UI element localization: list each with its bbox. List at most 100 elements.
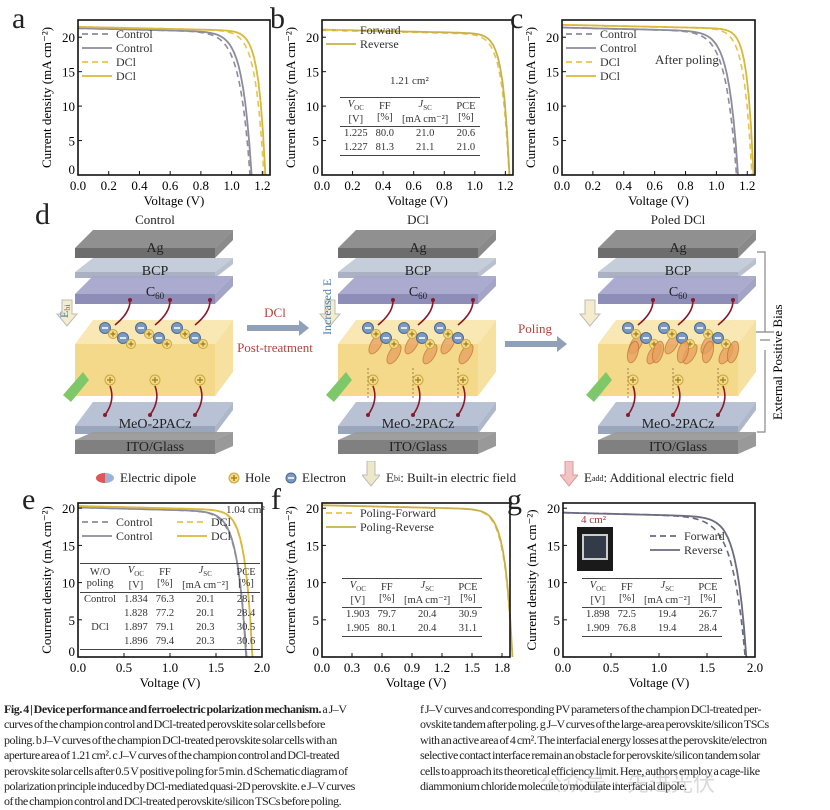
arrow-label-dcl: DCl xyxy=(264,305,286,320)
hole-plus xyxy=(669,331,675,337)
y-tick-label: 5 xyxy=(554,613,561,628)
legend-electron: Electron xyxy=(285,470,346,486)
arrow-head xyxy=(731,298,735,302)
arrow-head xyxy=(651,298,655,302)
ebi-label-subscript: bi xyxy=(63,304,72,311)
ebi-arrow-icon xyxy=(362,461,380,487)
x-tick-label: 1.5 xyxy=(208,660,224,675)
arrow-head xyxy=(671,413,675,417)
electric-dipole-icon xyxy=(651,340,665,364)
y-tick-label: 0 xyxy=(69,162,76,177)
layer-meo-2pacz-top xyxy=(598,402,756,426)
table-row: 1.896 79.4 20.3 30.6 xyxy=(80,635,260,651)
table-cell: 1.225 xyxy=(344,128,368,140)
caption-line: diammonium chloride molecule to modulate… xyxy=(420,779,687,794)
hole-plus xyxy=(197,377,203,383)
hole-plus xyxy=(720,377,726,383)
caption-line: perovskite solar cells after 0.5 V posit… xyxy=(4,763,348,778)
table-cell: 79.4 xyxy=(151,635,179,651)
caption-line: poling. b J–V curves of the champion DCl… xyxy=(4,732,337,747)
arrow-head xyxy=(366,413,370,417)
y-tick-label: 0 xyxy=(313,162,320,177)
layer-label-bcp: BCP xyxy=(665,264,692,279)
schematic-title-dcl: DCl xyxy=(407,212,429,227)
layer-meo-2pacz-side xyxy=(478,402,496,434)
hole-plus xyxy=(107,377,113,383)
carrier-path-arrow xyxy=(717,299,734,326)
x-tick-label: 0.5 xyxy=(603,660,619,675)
layer-perovskite-side xyxy=(478,320,496,396)
y-tick-label: 10 xyxy=(546,99,559,114)
table-row: DCl 1.897 79.1 20.3 30.5 xyxy=(80,621,260,635)
layer-meo-2pacz-top xyxy=(338,402,496,426)
y-tick-label: 10 xyxy=(306,576,319,591)
hole-plus xyxy=(633,331,639,337)
hole-plus xyxy=(200,341,206,347)
legend-label: Control xyxy=(600,27,637,41)
panel-label-g: g xyxy=(507,483,522,516)
y-tick-label: 0 xyxy=(553,162,560,177)
legend-label: DCl xyxy=(116,55,137,69)
legend-electric-dipole: Electric dipole xyxy=(95,470,196,486)
post-treatment-arrow-icon xyxy=(247,320,309,336)
hole-plus xyxy=(152,377,158,383)
legend-label: : Built-in electric field xyxy=(400,470,517,485)
legend-label: E xyxy=(584,470,592,485)
carrier-path-arrow xyxy=(114,299,131,326)
caption-line: curves of the champion control and DCl-t… xyxy=(4,717,326,732)
jv-curve-reverse-solid xyxy=(321,28,511,176)
x-tick-label: 1.0 xyxy=(708,178,724,193)
layer-c60-front xyxy=(598,294,738,304)
layer-ito-glass-side xyxy=(215,432,233,454)
hole-plus xyxy=(427,341,433,347)
caption-line: cells to approach its theoretical effici… xyxy=(420,763,760,778)
layer-c60-side xyxy=(215,276,233,304)
table-cell: 77.2 xyxy=(155,608,175,620)
y-tick-label: 20 xyxy=(306,30,319,45)
layer-c60-top xyxy=(338,276,496,294)
layer-label-ag: Ag xyxy=(669,241,686,256)
chart-g: 0.0 0.5 1.0 1.5 2.0 0 5 10 15 20 Voltage (V) Curren… xyxy=(524,501,763,690)
table-header: JSC [mA cm⁻²] xyxy=(640,577,695,609)
layer-label-meo-2pacz: MeO-2PACz xyxy=(382,417,455,432)
annotation: After poling xyxy=(655,52,719,67)
layer-ag-side xyxy=(215,230,233,258)
x-tick-label: 1.0 xyxy=(162,660,178,675)
y-tick-label: 20 xyxy=(62,30,75,45)
chart-a: 0.0 0.2 0.4 0.6 0.8 1.0 1.2 0 5 10 15 20 Voltage (V)… xyxy=(39,19,271,208)
electric-dipole-icon xyxy=(726,340,740,364)
table-cell: 20.3 xyxy=(178,635,233,651)
arrow-head xyxy=(626,413,630,417)
hole-plus xyxy=(373,331,379,337)
legend-label: Forward xyxy=(360,23,401,37)
y-tick-label: 10 xyxy=(62,99,75,114)
caption-line: a J–V xyxy=(321,702,347,716)
jv-curve-control-dashed xyxy=(562,26,738,176)
electric-dipole-icon xyxy=(458,343,474,365)
table-header: JSC [mA cm⁻²] xyxy=(400,577,455,609)
layer-bcp-top xyxy=(75,258,233,272)
y-tick-label: 15 xyxy=(62,65,75,80)
y-tick-label: 0 xyxy=(554,644,561,659)
layer-ag-front xyxy=(75,248,215,258)
arrow-head xyxy=(128,298,132,302)
table-cell: 1.896 xyxy=(120,635,152,651)
jv-curve-poling-reverse-solid xyxy=(321,504,514,658)
table-header: JSC [mA cm⁻²] xyxy=(398,96,453,128)
caption-line: polarization principle induced by DCl-me… xyxy=(4,779,355,794)
table-cell: 28.1 xyxy=(236,594,256,606)
legend-label: Control xyxy=(116,529,153,543)
layer-ag-front xyxy=(598,248,738,258)
table-cell: Control xyxy=(84,594,117,606)
table-cell: 20.4 xyxy=(400,622,455,638)
carrier-path-arrow xyxy=(377,299,394,326)
y-tick-label: 15 xyxy=(547,538,560,553)
layer-meo-2pacz-side xyxy=(215,402,233,434)
layer-ag-top xyxy=(598,230,756,248)
y-tick-label: 20 xyxy=(546,30,559,45)
legend-label: Reverse xyxy=(360,37,399,51)
legend-label: Poling-Reverse xyxy=(360,520,434,534)
x-tick-label: 0.2 xyxy=(344,178,360,193)
x-tick-label: 1.0 xyxy=(651,660,667,675)
